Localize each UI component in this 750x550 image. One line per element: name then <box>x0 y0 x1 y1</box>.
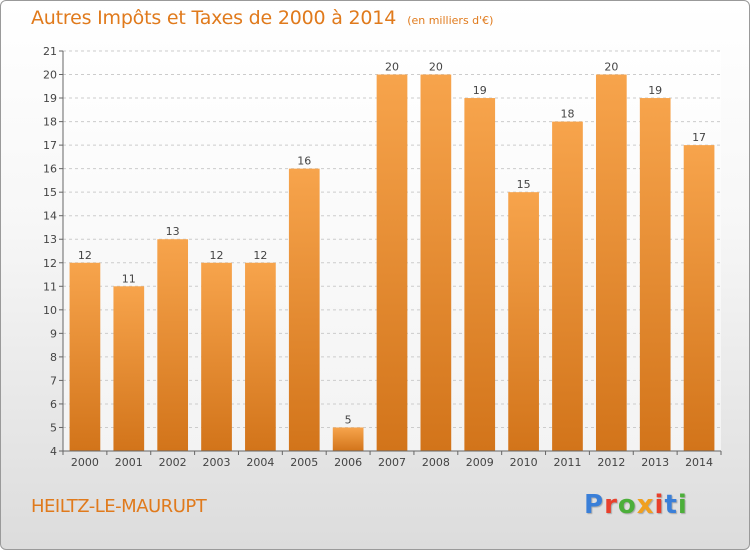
data-label-2006: 5 <box>345 413 352 426</box>
y-tick-label-12: 12 <box>43 257 57 270</box>
x-tick-label-2010: 2010 <box>510 456 538 469</box>
data-label-2014: 17 <box>692 131 706 144</box>
bar-2014 <box>683 145 715 451</box>
x-tick-label-2000: 2000 <box>71 456 99 469</box>
y-tick-label-17: 17 <box>43 139 57 152</box>
y-tick-label-7: 7 <box>50 374 57 387</box>
y-tick-label-15: 15 <box>43 186 57 199</box>
x-tick-label-2002: 2002 <box>159 456 187 469</box>
y-tick-label-21: 21 <box>43 45 57 58</box>
chart-title-text: Autres Impôts et Taxes de 2000 à 2014 <box>31 7 397 29</box>
axes <box>62 51 721 452</box>
bar-2001 <box>113 286 145 451</box>
data-label-2010: 15 <box>517 178 531 191</box>
data-label-2000: 12 <box>78 249 92 262</box>
x-tick-label-2008: 2008 <box>422 456 450 469</box>
y-axis-ticks: 4 5 6 7 8 9 10 11 12 13 14 15 16 17 18 19 20 21 <box>43 45 63 458</box>
bar-2011 <box>552 121 583 452</box>
bar-2009 <box>464 98 496 451</box>
logo-letter: i <box>677 490 688 520</box>
data-label-2005: 16 <box>297 155 311 168</box>
y-tick-label-18: 18 <box>43 116 57 129</box>
y-tick-label-10: 10 <box>43 304 57 317</box>
x-tick-label-2012: 2012 <box>597 456 625 469</box>
logo-letter: i <box>654 490 665 520</box>
x-axis-ticks: 2000 2001 2002 2003 2004 2005 2006 2007 2008 2009… <box>62 451 722 469</box>
bar-2002 <box>157 239 189 451</box>
data-labels: 12 11 13 12 12 16 5 20 20 19 15 18 20 19 17 <box>78 61 706 427</box>
bar-2000 <box>69 262 101 451</box>
x-tick-label-2007: 2007 <box>378 456 406 469</box>
bars <box>69 74 715 452</box>
y-tick-label-13: 13 <box>43 233 57 246</box>
bar-2008 <box>420 74 452 451</box>
x-tick-label-2003: 2003 <box>203 456 231 469</box>
x-tick-label-2006: 2006 <box>334 456 362 469</box>
y-tick-label-14: 14 <box>43 210 57 223</box>
logo-letter: r <box>604 490 618 520</box>
bar-2005 <box>288 168 320 451</box>
logo-letter: P <box>584 490 605 520</box>
logo-letter: t <box>664 490 678 520</box>
logo-letter: x <box>636 490 655 520</box>
bar-2004 <box>245 262 276 451</box>
data-label-2001: 11 <box>122 272 136 285</box>
x-tick-label-2014: 2014 <box>685 456 713 469</box>
bar-2006 <box>332 427 364 451</box>
x-tick-label-2011: 2011 <box>553 456 581 469</box>
data-label-2013: 19 <box>648 84 662 97</box>
chart-unit-text: (en milliers d'€) <box>407 14 494 27</box>
x-tick-label-2013: 2013 <box>641 456 669 469</box>
proxiti-logo: Proxiti <box>584 490 688 520</box>
y-tick-label-11: 11 <box>43 280 57 293</box>
y-tick-label-16: 16 <box>43 163 57 176</box>
bar-2010 <box>508 192 539 452</box>
commune-name: HEILTZ-LE-MAURUPT <box>31 496 207 517</box>
bar-2012 <box>595 74 627 451</box>
data-label-2003: 12 <box>210 249 224 262</box>
y-tick-label-19: 19 <box>43 92 57 105</box>
bar-2003 <box>201 262 232 451</box>
data-label-2007: 20 <box>385 61 399 74</box>
bar-2007 <box>376 74 408 451</box>
logo-letter: o <box>617 490 637 520</box>
y-tick-label-20: 20 <box>43 69 57 82</box>
data-label-2009: 19 <box>473 84 487 97</box>
data-label-2002: 13 <box>166 225 180 238</box>
y-tick-label-5: 5 <box>50 421 57 434</box>
x-tick-label-2001: 2001 <box>115 456 143 469</box>
data-label-2008: 20 <box>429 61 443 74</box>
data-label-2012: 20 <box>604 61 618 74</box>
y-tick-label-6: 6 <box>50 398 57 411</box>
y-tick-label-9: 9 <box>50 327 57 340</box>
data-label-2004: 12 <box>253 249 267 262</box>
y-tick-label-8: 8 <box>50 351 57 364</box>
y-tick-label-4: 4 <box>50 445 57 458</box>
data-label-2011: 18 <box>560 108 574 121</box>
x-tick-label-2004: 2004 <box>246 456 274 469</box>
bar-2013 <box>639 98 671 451</box>
x-tick-label-2005: 2005 <box>290 456 318 469</box>
chart-title: Autres Impôts et Taxes de 2000 à 2014 (e… <box>31 7 493 29</box>
x-tick-label-2009: 2009 <box>466 456 494 469</box>
